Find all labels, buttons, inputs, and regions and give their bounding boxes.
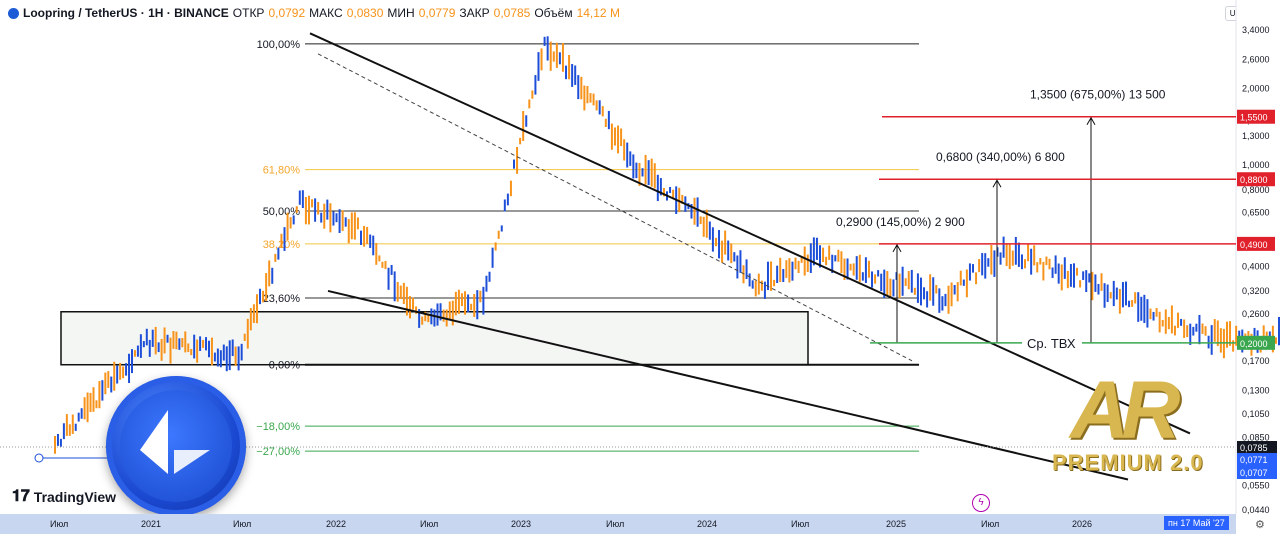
loopring-logo-icon [8,7,19,19]
high-value: 0,0830 [346,6,384,20]
target-label: 0,2900 (145,00%) 2 900 [836,215,965,229]
target-price-text: 1,5500 [1240,113,1268,123]
x-tick-label: Июл [420,519,439,529]
y-tick-label: 0,1700 [1242,356,1270,366]
fib-label: −18,00% [256,421,300,433]
target-price-tag [1237,172,1275,187]
y-tick-label: 2,6000 [1242,55,1270,65]
high-label: МАКС [309,6,343,20]
current-price-text: 0,0785 [1240,443,1268,453]
y-tick-label: 0,2600 [1242,309,1270,319]
fib-label: 23,60% [263,293,301,305]
current-price-text: 0,0771 [1240,455,1268,465]
fib-label: 50,00% [263,206,301,218]
x-tick-label: Июл [233,519,252,529]
symbol-title[interactable]: Loopring / TetherUS · 1H · BINANCE [23,6,229,20]
arrow-head-icon [992,179,1002,188]
y-tick-label: 0,6500 [1242,208,1270,218]
y-tick-label: 3,4000 [1242,25,1270,35]
ar-premium-watermark: AR PREMIUM 2.0 [1052,365,1222,480]
close-label: ЗАКР [459,6,490,20]
y-tick-label: 2,0000 [1242,84,1270,94]
start-handle [34,453,44,463]
loopring-coin-logo [106,376,246,516]
x-tick-label: 2026 [1072,519,1093,529]
y-tick-label: 0,8000 [1242,185,1270,195]
gear-icon[interactable]: ⚙ [1255,519,1265,531]
loopring-glyph-icon [140,410,210,474]
target-price-text: 0,8800 [1240,175,1268,185]
target-price-tag [1237,236,1275,251]
volume-value: 14,12 М [576,6,620,20]
fib-label: −27,00% [256,446,300,458]
x-tick-label: 2023 [511,519,532,529]
y-tick-label: 0,0850 [1242,432,1270,442]
target-label: 1,3500 (675,00%) 13 500 [1030,88,1166,102]
y-tick-label: 0,1300 [1242,385,1270,395]
target-price-tag [1237,109,1275,124]
entry-price-tag [1237,335,1275,350]
current-price-tag [1237,466,1277,479]
y-tick-label: 1,0000 [1242,160,1270,170]
close-value: 0,0785 [493,6,531,20]
current-price-text: 0,0707 [1240,468,1268,478]
chart-header: Loopring / TetherUS · 1H · BINANCE ОТКР 0… [8,6,620,20]
target-price-text: 0,4900 [1240,240,1268,250]
x-tick-label: 2021 [141,519,162,529]
y-tick-label: 0,0550 [1242,480,1270,490]
fib-label: 0,00% [269,360,300,372]
low-value: 0,0779 [418,6,456,20]
x-tick-label: 2022 [326,519,347,529]
y-tick-label: 0,3200 [1242,286,1270,296]
x-tick-label: 2024 [697,519,718,529]
arrow-head-icon [892,243,902,253]
y-tick-label: 0,4000 [1242,261,1270,271]
ar-logo-text: AR [1070,365,1180,456]
x-tick-label: Июл [981,519,1000,529]
fib-label: 61,80% [263,165,301,177]
x-tick-label: Июл [606,519,625,529]
entry-label: Ср. ТВХ [1027,336,1076,351]
y-tick-label: 0,0440 [1242,505,1270,515]
x-tick-label: Июл [791,519,810,529]
target-label: 0,6800 (340,00%) 6 800 [936,150,1065,164]
y-tick-label: 1,3000 [1242,131,1270,141]
wedge-lower-line [327,289,1129,481]
fib-label: 100,00% [257,39,301,51]
tradingview-mark-icon: 𝟏𝟕 [12,488,30,505]
wedge-upper-line [309,32,1191,435]
tradingview-logo[interactable]: 𝟏𝟕 TradingView [12,488,116,506]
low-label: МИН [387,6,415,20]
entry-label-bg [1022,333,1082,351]
current-price-tag [1237,453,1277,466]
volume-label: Объём [534,6,573,20]
coin-inner [120,390,232,502]
lightning-icon[interactable]: ϟ [972,494,990,512]
open-value: 0,0792 [268,6,306,20]
open-label: ОТКР [232,6,265,20]
current-price-tag [1237,441,1277,454]
entry-price-text: 0,2000 [1240,339,1268,349]
arrow-head-icon [1086,116,1096,125]
x-tick-label: 2025 [886,519,907,529]
y-tick-label: 0,1050 [1242,409,1270,419]
premium-logo-text: PREMIUM 2.0 [1052,450,1204,475]
crosshair-date-badge: пн 17 Май '27 [1164,516,1229,530]
x-tick-label: Июл [50,519,69,529]
time-axis[interactable] [0,514,1236,534]
tradingview-label: TradingView [33,489,117,505]
